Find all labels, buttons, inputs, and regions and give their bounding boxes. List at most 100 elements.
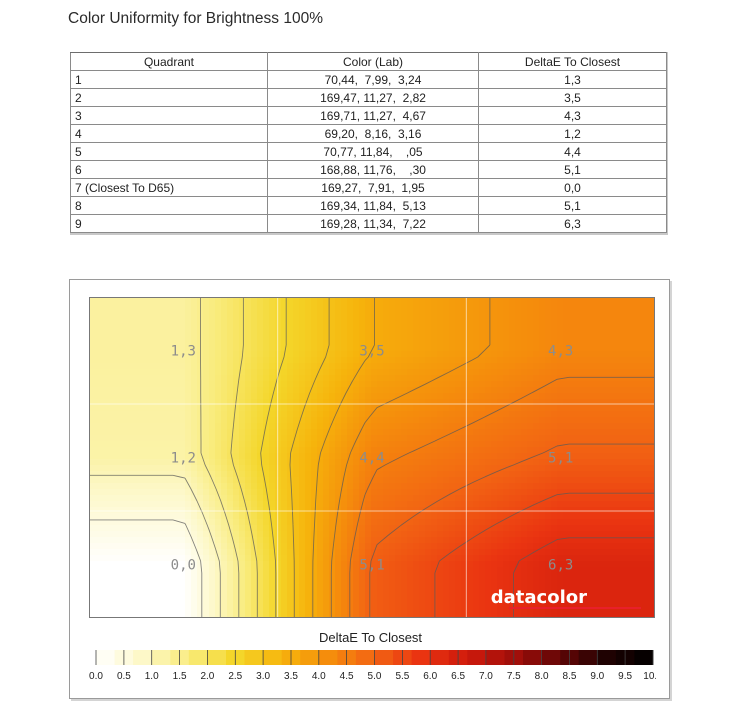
heatmap-shade-cell (533, 519, 540, 526)
heatmap-shade-cell (587, 489, 594, 496)
heatmap-shade-cell (227, 393, 234, 400)
heatmap-shade-cell (569, 363, 576, 370)
heatmap-shade-cell (461, 423, 468, 430)
heatmap-shade-cell (317, 519, 324, 526)
heatmap-shade-cell (545, 519, 552, 526)
heatmap-shade-cell (347, 501, 354, 508)
heatmap-shade-cell (341, 339, 348, 346)
heatmap-shade-cell (347, 423, 354, 430)
heatmap-shade-cell (89, 375, 96, 382)
heatmap-shade-cell (377, 411, 384, 418)
heatmap-shade-cell (95, 579, 102, 586)
heatmap-shade-cell (599, 315, 606, 322)
heatmap-shade-cell (359, 447, 366, 454)
heatmap-shade-cell (473, 453, 480, 460)
heatmap-shade-cell (635, 363, 642, 370)
heatmap-shade-cell (587, 573, 594, 580)
heatmap-shade-cell (497, 333, 504, 340)
heatmap-shade-cell (257, 399, 264, 406)
heatmap-shade-cell (149, 507, 156, 514)
heatmap-shade-cell (599, 549, 606, 556)
heatmap-shade-cell (293, 369, 300, 376)
heatmap-shade-cell (557, 327, 564, 334)
heatmap-shade-cell (437, 573, 444, 580)
heatmap-shade-cell (221, 399, 228, 406)
heatmap-shade-cell (569, 339, 576, 346)
heatmap-shade-cell (167, 483, 174, 490)
heatmap-shade-cell (617, 387, 624, 394)
heatmap-shade-cell (305, 591, 312, 598)
heatmap-shade-cell (497, 429, 504, 436)
heatmap-shade-cell (395, 357, 402, 364)
heatmap-shade-cell (89, 513, 96, 520)
heatmap-shade-cell (89, 405, 96, 412)
heatmap-shade-cell (527, 303, 534, 310)
heatmap-shade-cell (323, 555, 330, 562)
heatmap-shade-cell (479, 501, 486, 508)
heatmap-shade-cell (287, 447, 294, 454)
heatmap-shade-cell (401, 585, 408, 592)
heatmap-shade-cell (593, 399, 600, 406)
heatmap-shade-cell (551, 411, 558, 418)
heatmap-shade-cell (227, 477, 234, 484)
heatmap-shade-cell (209, 435, 216, 442)
heatmap-shade-cell (185, 543, 192, 550)
heatmap-shade-cell (209, 525, 216, 532)
heatmap-shade-cell (587, 453, 594, 460)
heatmap-shade-cell (347, 525, 354, 532)
heatmap-shade-cell (527, 489, 534, 496)
heatmap-shade-cell (503, 537, 510, 544)
heatmap-shade-cell (575, 297, 582, 304)
heatmap-shade-cell (443, 429, 450, 436)
heatmap-shade-cell (647, 483, 654, 490)
heatmap-shade-cell (179, 507, 186, 514)
heatmap-shade-cell (581, 549, 588, 556)
heatmap-shade-cell (515, 441, 522, 448)
heatmap-shade-cell (143, 495, 150, 502)
heatmap-shade-cell (353, 345, 360, 352)
heatmap-shade-cell (209, 405, 216, 412)
heatmap-shade-cell (395, 555, 402, 562)
heatmap-shade-cell (323, 357, 330, 364)
heatmap-shade-cell (581, 495, 588, 502)
heatmap-shade-cell (359, 405, 366, 412)
heatmap-shade-cell (173, 543, 180, 550)
heatmap-shade-cell (431, 435, 438, 442)
heatmap-shade-cell (641, 519, 648, 526)
heatmap-shade-cell (413, 567, 420, 574)
heatmap-shade-cell (377, 429, 384, 436)
heatmap-shade-cell (149, 579, 156, 586)
heatmap-shade-cell (623, 429, 630, 436)
heatmap-shade-cell (365, 531, 372, 538)
heatmap-shade-cell (275, 399, 282, 406)
heatmap-shade-cell (629, 345, 636, 352)
heatmap-shade-cell (335, 483, 342, 490)
heatmap-shade-cell (341, 459, 348, 466)
heatmap-shade-cell (611, 465, 618, 472)
heatmap-shade-cell (521, 369, 528, 376)
heatmap-shade-cell (281, 309, 288, 316)
heatmap-shade-cell (431, 531, 438, 538)
heatmap-shade-cell (461, 597, 468, 604)
heatmap-shade-cell (389, 423, 396, 430)
heatmap-shade-cell (119, 507, 126, 514)
heatmap-shade-cell (467, 369, 474, 376)
deltae-cell: 1,2 (478, 124, 667, 143)
heatmap-shade-cell (311, 333, 318, 340)
heatmap-shade-cell (245, 531, 252, 538)
heatmap-shade-cell (593, 519, 600, 526)
heatmap-shade-cell (293, 327, 300, 334)
heatmap-shade-cell (623, 375, 630, 382)
heatmap-shade-cell (635, 417, 642, 424)
heatmap-shade-cell (539, 531, 546, 538)
heatmap-shade-cell (413, 483, 420, 490)
heatmap-shade-cell (275, 333, 282, 340)
heatmap-shade-cell (641, 471, 648, 478)
heatmap-shade-cell (221, 345, 228, 352)
heatmap-shade-cell (437, 327, 444, 334)
heatmap-shade-cell (161, 309, 168, 316)
heatmap-shade-cell (425, 477, 432, 484)
heatmap-shade-cell (617, 339, 624, 346)
heatmap-shade-cell (233, 363, 240, 370)
heatmap-shade-cell (485, 513, 492, 520)
